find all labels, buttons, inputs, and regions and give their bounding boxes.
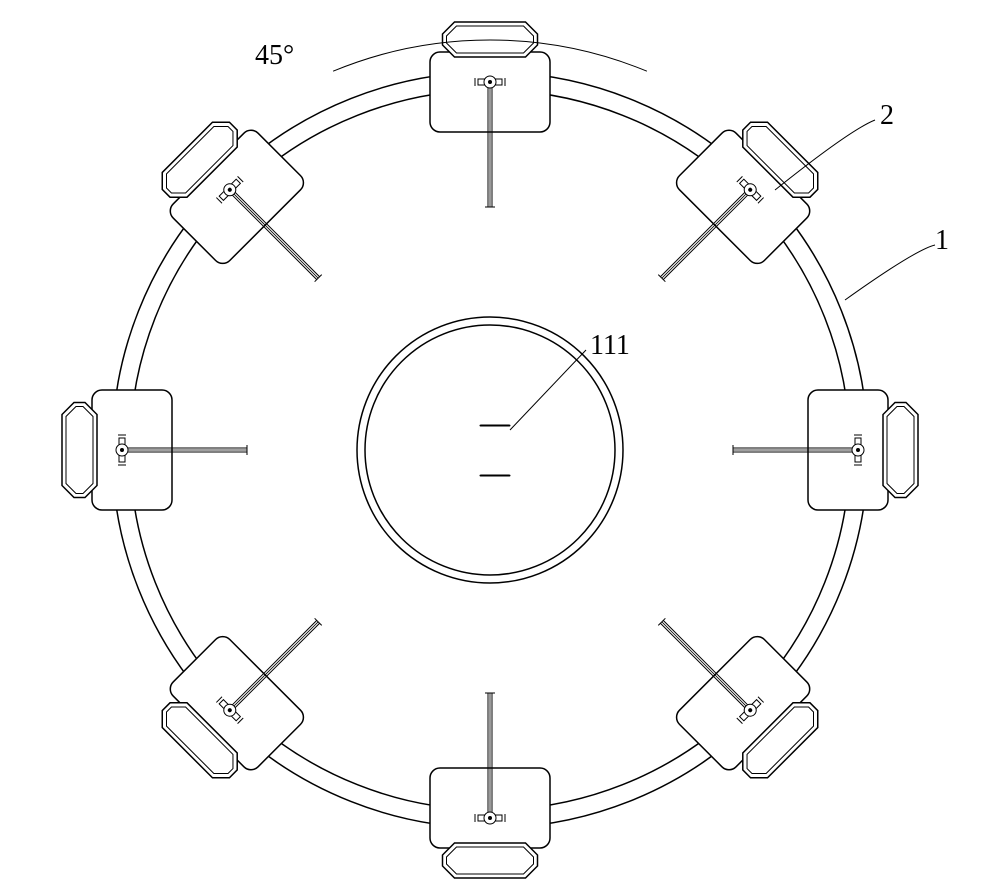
reference-label-111: 111 xyxy=(590,330,630,362)
reference-label-1: 1 xyxy=(935,225,949,257)
diagram-svg xyxy=(0,0,1000,890)
diagram-container: 45° 1 2 111 xyxy=(0,0,1000,890)
angle-label: 45° xyxy=(255,40,294,72)
reference-label-2: 2 xyxy=(880,100,894,132)
